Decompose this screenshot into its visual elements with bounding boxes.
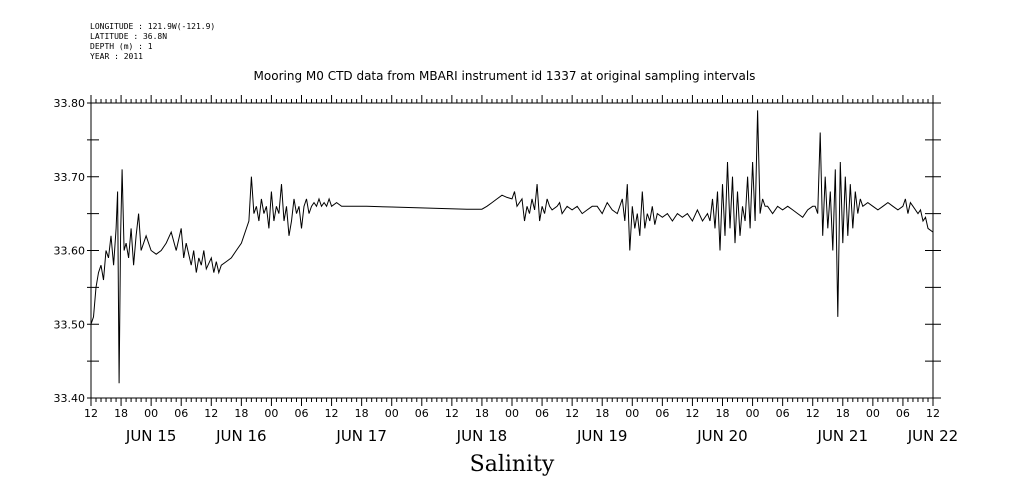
x-hour-tick-label: 06 bbox=[174, 407, 188, 420]
meta-year: YEAR : 2011 bbox=[90, 52, 143, 61]
y-tick-label: 33.70 bbox=[54, 171, 86, 184]
x-date-label: JUN 17 bbox=[335, 427, 386, 445]
x-hour-tick-label: 12 bbox=[685, 407, 699, 420]
y-tick-label: 33.40 bbox=[54, 392, 86, 405]
x-hour-tick-label: 18 bbox=[355, 407, 369, 420]
meta-depth: DEPTH (m) : 1 bbox=[90, 42, 153, 51]
x-date-label: JUN 16 bbox=[215, 427, 266, 445]
meta-latitude: LATITUDE : 36.8N bbox=[90, 32, 168, 41]
x-hour-tick-label: 00 bbox=[625, 407, 639, 420]
x-hour-tick-label: 18 bbox=[234, 407, 248, 420]
x-hour-tick-label: 18 bbox=[475, 407, 489, 420]
x-date-label: JUN 15 bbox=[125, 427, 176, 445]
x-hour-tick-label: 12 bbox=[325, 407, 339, 420]
x-hour-tick-label: 12 bbox=[204, 407, 218, 420]
x-hour-tick-label: 12 bbox=[565, 407, 579, 420]
x-hour-tick-label: 06 bbox=[535, 407, 549, 420]
y-tick-label: 33.50 bbox=[54, 318, 86, 331]
y-tick-label: 33.80 bbox=[54, 97, 86, 110]
x-hour-tick-label: 06 bbox=[295, 407, 309, 420]
x-hour-tick-label: 06 bbox=[415, 407, 429, 420]
x-hour-tick-label: 12 bbox=[445, 407, 459, 420]
x-hour-tick-label: 06 bbox=[776, 407, 790, 420]
x-hour-tick-label: 00 bbox=[505, 407, 519, 420]
x-hour-tick-label: 06 bbox=[896, 407, 910, 420]
axis-ticks bbox=[87, 95, 941, 406]
x-date-label: JUN 19 bbox=[576, 427, 627, 445]
axis-labels: 12 18 00 06 12 18 00 06 12 18 00 06 12 18 00 06 12 18 00 06… bbox=[54, 97, 959, 445]
salinity-series-line bbox=[90, 110, 934, 384]
metadata-block: LONGITUDE : 121.9W(-121.9) LATITUDE : 36… bbox=[90, 22, 215, 62]
x-hour-tick-label: 18 bbox=[836, 407, 850, 420]
x-date-label: JUN 20 bbox=[696, 427, 747, 445]
x-hour-tick-label: 06 bbox=[655, 407, 669, 420]
plot-frame bbox=[90, 102, 934, 399]
x-hour-tick-label: 12 bbox=[84, 407, 98, 420]
x-hour-tick-label: 12 bbox=[926, 407, 940, 420]
x-date-label: JUN 18 bbox=[456, 427, 507, 445]
x-hour-tick-label: 12 bbox=[806, 407, 820, 420]
x-hour-tick-label: 00 bbox=[746, 407, 760, 420]
x-hour-tick-label: 00 bbox=[264, 407, 278, 420]
x-date-label: JUN 22 bbox=[907, 427, 958, 445]
chart-title: Mooring M0 CTD data from MBARI instrumen… bbox=[253, 69, 756, 83]
y-tick-label: 33.60 bbox=[54, 245, 86, 258]
x-hour-tick-label: 00 bbox=[385, 407, 399, 420]
x-date-label: JUN 21 bbox=[817, 427, 868, 445]
x-hour-tick-label: 18 bbox=[114, 407, 128, 420]
x-hour-tick-label: 00 bbox=[144, 407, 158, 420]
x-hour-tick-label: 18 bbox=[595, 407, 609, 420]
x-axis-title: Salinity bbox=[469, 452, 555, 477]
meta-longitude: LONGITUDE : 121.9W(-121.9) bbox=[90, 22, 216, 31]
x-hour-tick-label: 00 bbox=[866, 407, 880, 420]
x-hour-tick-label: 18 bbox=[716, 407, 730, 420]
